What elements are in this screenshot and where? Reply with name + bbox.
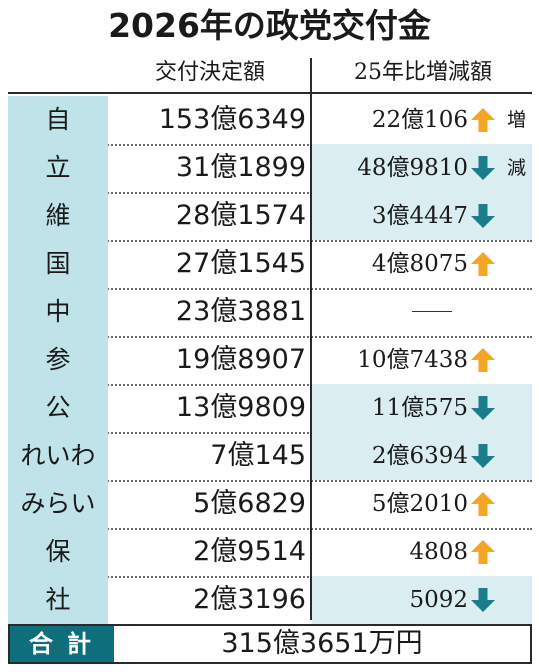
grant-amount: 5億6829 (193, 488, 306, 519)
decrease-tag: 減 (506, 157, 526, 179)
table-row: 公明 13億9809 11億575 (8, 384, 532, 470)
party-name: 中道 (8, 288, 108, 374)
change-value: 2億6394 (371, 443, 468, 469)
arrow-up-icon (471, 252, 495, 276)
total-row: 合計 315億3651万円 (8, 624, 532, 664)
table-row: 参政 19億8907 10億7438 (8, 336, 532, 422)
party-name: 公明 (8, 384, 108, 470)
party-name: 立民 (8, 144, 108, 230)
table-row: 自民 153億6349 22億106 増 (8, 96, 532, 182)
party-name: 国民 (8, 240, 108, 326)
arrow-up-icon (471, 540, 495, 564)
arrow-down-icon (471, 396, 495, 420)
row-divider (8, 238, 532, 242)
grant-amount: 153億6349 (158, 104, 306, 135)
grant-amount: 28億1574 (175, 200, 306, 231)
arrow-up-icon (471, 492, 495, 516)
change-cell: 5092 (312, 576, 532, 624)
change-value: 22億106 (371, 107, 468, 133)
grant-amount: 13億9809 (175, 392, 306, 423)
row-divider (8, 334, 532, 338)
grant-amount: 7億145 (210, 440, 306, 471)
grant-amount: 27億1545 (175, 248, 306, 279)
column-divider (310, 58, 312, 620)
change-value: 5億2010 (371, 491, 468, 517)
table-row: 保守 2億9514 4808 (8, 528, 532, 614)
change-value: 10億7438 (357, 347, 468, 373)
change-cell (312, 288, 532, 336)
row-divider (8, 142, 532, 146)
arrow-down-icon (471, 588, 495, 612)
grant-amount: 2億3196 (193, 584, 306, 615)
change-value: 5092 (409, 587, 468, 613)
table-row: 維新 28億1574 3億4447 (8, 192, 532, 278)
change-cell: 4億8075 (312, 240, 532, 288)
arrow-down-icon (471, 444, 495, 468)
header-change: 25年比増減額 (354, 60, 492, 85)
total-value: 315億3651万円 (221, 628, 423, 659)
table-row: 立民 31億1899 48億9810 減 (8, 144, 532, 230)
row-divider (8, 190, 532, 194)
party-name: みらい (8, 480, 108, 528)
table-row: 中道 23億3881 (8, 288, 532, 374)
change-cell: 11億575 (312, 384, 532, 432)
header-divider (8, 92, 532, 94)
row-divider (8, 526, 532, 530)
change-cell: 48億9810 減 (312, 144, 532, 192)
arrow-down-icon (471, 204, 495, 228)
arrow-down-icon (471, 156, 495, 180)
grant-amount: 31億1899 (175, 152, 306, 183)
change-cell: 22億106 増 (312, 96, 532, 144)
grant-amount: 2億9514 (193, 536, 306, 567)
grant-amount: 19億8907 (175, 344, 306, 375)
header-amount: 交付決定額 (154, 60, 265, 85)
table-row: 国民 27億1545 4億8075 (8, 240, 532, 326)
row-divider (8, 478, 532, 482)
grant-amount: 23億3881 (175, 296, 306, 327)
party-name: れいわ (8, 432, 108, 480)
total-label: 合計 (10, 626, 114, 662)
table-row: れいわ 7億145 2億6394 (8, 432, 532, 482)
change-value: 4808 (409, 539, 468, 565)
increase-tag: 増 (506, 109, 526, 131)
change-cell: 4808 (312, 528, 532, 576)
change-value: 4億8075 (371, 251, 468, 277)
row-divider (8, 286, 532, 290)
table-row: 社民 2億3196 5092 (8, 576, 532, 662)
change-value: 3億4447 (371, 203, 468, 229)
change-value: 11億575 (371, 395, 468, 421)
page-title: 2026年の政党交付金 (108, 6, 431, 45)
arrow-up-icon (471, 108, 495, 132)
row-divider (8, 430, 532, 434)
change-cell: 3億4447 (312, 192, 532, 240)
arrow-up-icon (471, 348, 495, 372)
party-name: 保守 (8, 528, 108, 614)
party-name: 社民 (8, 576, 108, 662)
party-name: 参政 (8, 336, 108, 422)
change-cell: 5億2010 (312, 480, 532, 528)
table-row: みらい 5億6829 5億2010 (8, 480, 532, 530)
no-change-dash (412, 311, 452, 312)
change-cell: 2億6394 (312, 432, 532, 480)
change-cell: 10億7438 (312, 336, 532, 384)
row-divider (8, 574, 532, 578)
party-name: 自民 (8, 96, 108, 182)
party-name: 維新 (8, 192, 108, 278)
change-value: 48億9810 (357, 155, 468, 181)
row-divider (8, 382, 532, 386)
